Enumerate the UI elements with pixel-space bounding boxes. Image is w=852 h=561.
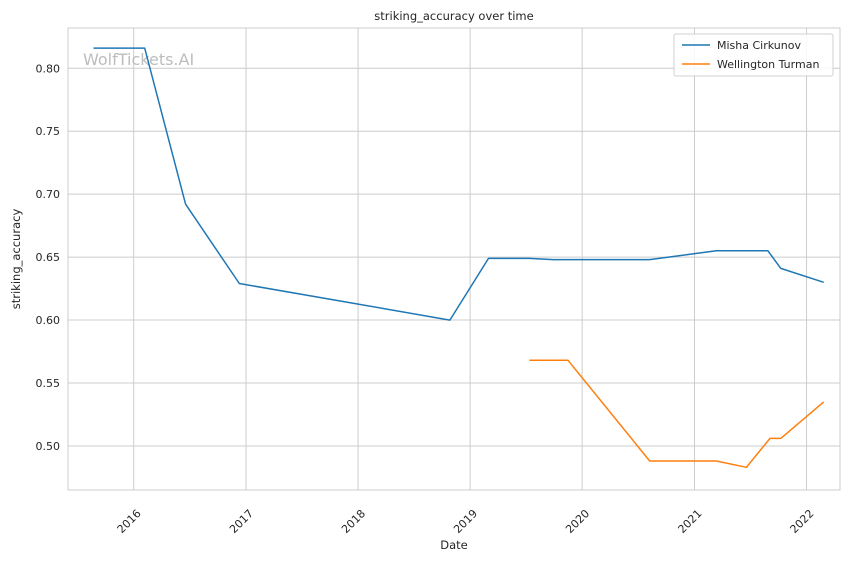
watermark: WolfTickets.AI	[83, 50, 194, 69]
series-lines	[93, 47, 825, 469]
x-axis-ticks: 2016 2017 2018 2019 2020 2021 2022	[115, 507, 817, 536]
y-tick-label: 0.60	[36, 314, 61, 327]
x-axis-label: Date	[440, 538, 468, 552]
y-tick-label: 0.70	[36, 188, 61, 201]
legend-box	[673, 33, 834, 77]
series-line-1	[529, 359, 825, 469]
y-tick-label: 0.80	[36, 62, 61, 75]
legend: Misha Cirkunov Wellington Turman	[673, 33, 834, 77]
y-tick-label: 0.65	[36, 251, 61, 264]
x-tick-label: 2021	[676, 507, 705, 536]
chart-title: striking_accuracy over time	[374, 9, 533, 23]
x-tick-label: 2019	[451, 507, 480, 536]
x-tick-label: 2016	[115, 507, 144, 536]
y-tick-label: 0.55	[36, 377, 61, 390]
plot-frame	[67, 27, 841, 491]
legend-label-wellington: Wellington Turman	[717, 58, 819, 71]
y-tick-label: 0.75	[36, 125, 61, 138]
x-tick-label: 2017	[227, 507, 256, 536]
x-tick-label: 2020	[563, 507, 592, 536]
series-line-0	[93, 47, 824, 321]
y-axis-label: striking_accuracy	[9, 209, 23, 310]
y-axis-ticks: 0.50 0.55 0.60 0.65 0.70 0.75 0.80	[36, 62, 61, 453]
x-tick-label: 2022	[788, 507, 817, 536]
legend-label-misha: Misha Cirkunov	[717, 39, 801, 52]
y-tick-label: 0.50	[36, 440, 61, 453]
x-tick-label: 2018	[339, 507, 368, 536]
grid	[68, 28, 840, 490]
